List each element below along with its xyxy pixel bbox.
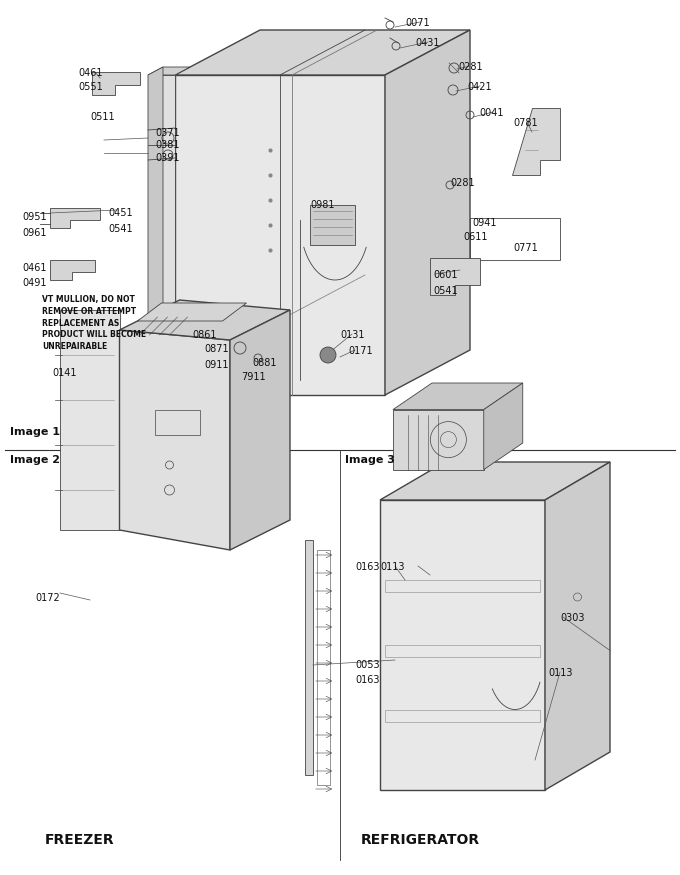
Text: Image 2: Image 2 [10, 455, 60, 465]
Polygon shape [148, 75, 175, 395]
Polygon shape [92, 72, 140, 95]
Polygon shape [380, 500, 545, 790]
Text: 0861: 0861 [192, 330, 216, 340]
Polygon shape [305, 540, 313, 775]
Circle shape [320, 347, 336, 363]
Polygon shape [120, 300, 290, 340]
Polygon shape [175, 30, 470, 75]
Text: 0781: 0781 [513, 118, 538, 128]
Text: 0303: 0303 [560, 613, 585, 623]
Text: 0511: 0511 [90, 112, 115, 122]
Text: 0172: 0172 [35, 593, 60, 603]
Text: 0961: 0961 [22, 228, 46, 238]
Text: 0451: 0451 [108, 208, 133, 218]
Text: VT MULLION, DO NOT
REMOVE OR ATTEMPT
REPLACEMENT AS
PRODUCT WILL BECOME
UNREPAIR: VT MULLION, DO NOT REMOVE OR ATTEMPT REP… [42, 295, 146, 351]
Text: FREEZER: FREEZER [45, 833, 115, 847]
Polygon shape [230, 310, 290, 550]
Text: 0911: 0911 [204, 360, 228, 370]
Text: 0601: 0601 [433, 270, 458, 280]
Text: 0281: 0281 [458, 62, 483, 72]
Text: 0611: 0611 [463, 232, 488, 242]
Text: 0771: 0771 [513, 243, 538, 253]
Polygon shape [50, 208, 100, 228]
Text: 0131: 0131 [340, 330, 364, 340]
Polygon shape [60, 310, 120, 530]
Polygon shape [50, 260, 95, 280]
Text: 0281: 0281 [450, 178, 475, 188]
Text: 0541: 0541 [433, 286, 458, 296]
Text: REFRIGERATOR: REFRIGERATOR [360, 833, 479, 847]
Text: 0941: 0941 [472, 218, 496, 228]
Polygon shape [220, 350, 245, 378]
Polygon shape [148, 67, 163, 395]
Polygon shape [393, 410, 483, 470]
Polygon shape [512, 108, 560, 175]
Text: 0551: 0551 [78, 82, 103, 92]
Polygon shape [545, 462, 610, 790]
Polygon shape [430, 258, 480, 295]
Polygon shape [120, 330, 230, 550]
Text: 0951: 0951 [22, 212, 47, 222]
Text: 0391: 0391 [155, 153, 180, 163]
Text: 0871: 0871 [204, 344, 228, 354]
Text: 0113: 0113 [380, 562, 405, 572]
Polygon shape [175, 75, 385, 395]
Text: 0881: 0881 [252, 358, 277, 368]
Text: 0371: 0371 [155, 128, 180, 138]
Text: 0491: 0491 [22, 278, 46, 288]
Text: 0163: 0163 [355, 675, 379, 685]
Text: 0053: 0053 [355, 660, 379, 670]
Text: 0461: 0461 [78, 68, 103, 78]
Text: 0041: 0041 [479, 108, 503, 118]
Text: 0141: 0141 [52, 368, 76, 378]
Polygon shape [148, 67, 190, 75]
Polygon shape [310, 205, 355, 245]
Polygon shape [393, 383, 523, 410]
Text: 0461: 0461 [22, 263, 46, 273]
Polygon shape [385, 30, 470, 395]
Text: 0541: 0541 [108, 224, 133, 234]
Text: Image 3: Image 3 [345, 455, 395, 465]
Text: 0421: 0421 [467, 82, 492, 92]
Text: 7911: 7911 [241, 372, 266, 382]
Text: 0431: 0431 [415, 38, 439, 48]
Text: 0981: 0981 [310, 200, 335, 210]
Text: 0171: 0171 [348, 346, 373, 356]
Text: 0381: 0381 [155, 140, 180, 150]
Text: 0071: 0071 [405, 18, 430, 28]
Text: 0113: 0113 [548, 668, 573, 678]
Text: Image 1: Image 1 [10, 427, 60, 437]
Polygon shape [380, 462, 610, 500]
Polygon shape [137, 303, 246, 321]
Polygon shape [483, 383, 523, 470]
Text: 0163: 0163 [355, 562, 379, 572]
